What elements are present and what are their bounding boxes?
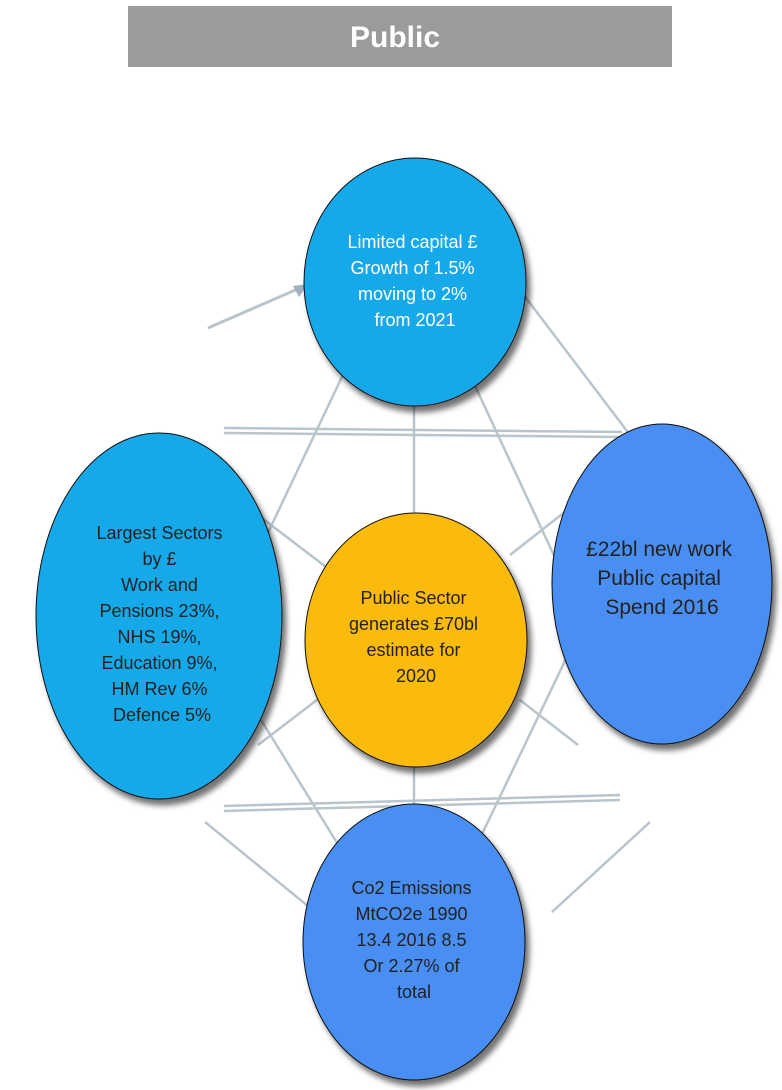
connector-line [519,289,631,436]
node-right-line: Public capital [597,567,721,590]
node-left-text: Largest Sectors by £ Work and Pensions 2… [96,523,227,725]
node-center-line: estimate for [366,640,460,660]
node-center-ellipse [304,512,528,768]
title-bar: Public [128,6,672,67]
node-bottom: Co2 Emissions MtCO2e 1990 13.4 2016 8.5 … [302,803,526,1081]
connector-line [257,514,331,571]
node-bottom-line: Or 2.27% of [363,956,460,976]
node-top-ellipse [303,157,527,407]
node-left-line: Pensions 23%, [99,601,219,621]
node-left-line: Defence 5% [113,705,211,725]
node-left-line: HM Rev 6% [111,679,207,699]
node-left-line: Education 9%, [101,653,217,673]
node-center-text: Public Sector generates £70bl estimate f… [349,588,483,686]
arrow [207,284,308,330]
arrow-shaft [207,286,301,330]
node-left-ellipse [35,432,283,800]
node-center-line: Public Sector [360,588,466,608]
node-top-line: from 2021 [374,310,455,330]
node-bottom-ellipse [302,803,526,1081]
node-left: Largest Sectors by £ Work and Pensions 2… [35,432,283,800]
node-center: Public Sector generates £70bl estimate f… [304,512,528,768]
node-center-line: 2020 [396,666,436,686]
node-top-line: Growth of 1.5% [350,258,474,278]
node-top-line: moving to 2% [358,284,467,304]
connector-line [253,359,352,561]
node-bottom-line: MtCO2e 1990 [355,904,467,924]
node-right-line: Spend 2016 [605,596,718,619]
connector-line [551,821,651,913]
node-right-ellipse [551,423,773,745]
node-left-line: NHS 19%, [117,627,201,647]
node-bottom-line: total [397,982,431,1002]
node-right: £22bl new work Public capital Spend 2016 [551,423,773,745]
node-left-line: Largest Sectors [96,523,222,543]
connector-line [204,821,326,921]
connector-line [223,431,623,439]
node-left-line: Work and [121,575,198,595]
title-text: Public [350,21,440,54]
node-top: Limited capital £ Growth of 1.5% moving … [303,157,527,407]
connector-line [223,793,621,808]
node-bottom-line: Co2 Emissions [351,878,471,898]
node-top-text: Limited capital £ Growth of 1.5% moving … [347,232,482,330]
node-center-line: generates £70bl [349,614,478,634]
node-top-line: Limited capital £ [347,232,477,252]
connector-line [223,426,623,434]
connector-line [519,699,579,746]
node-bottom-text: Co2 Emissions MtCO2e 1990 13.4 2016 8.5 … [351,878,476,1002]
node-right-line: £22bl new work [586,538,732,561]
node-left-line: by £ [142,549,176,569]
node-bottom-line: 13.4 2016 8.5 [356,930,466,950]
title-bar-background [128,6,672,67]
node-right-text: £22bl new work Public capital Spend 2016 [586,538,738,619]
